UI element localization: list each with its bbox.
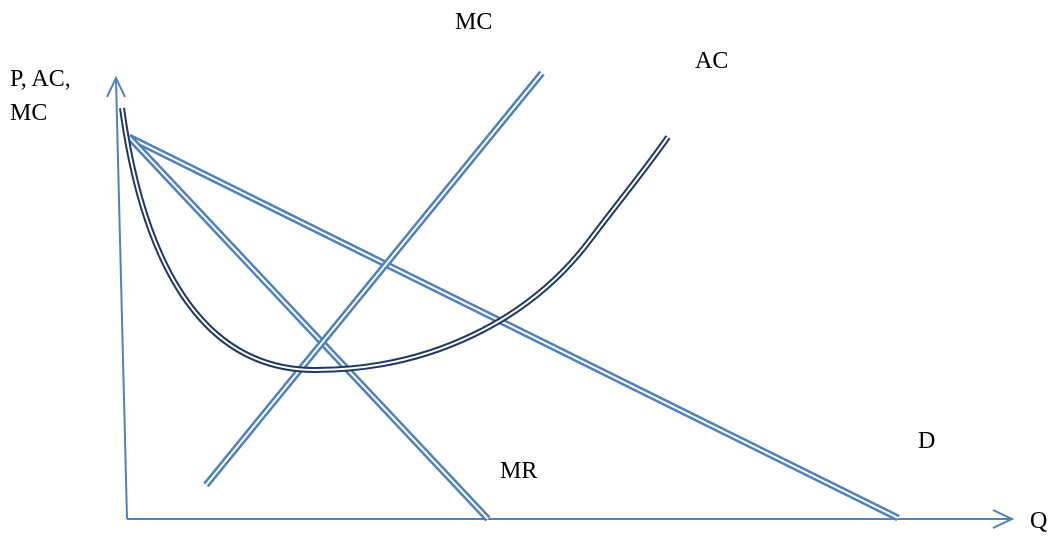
mc-label: MC [455,9,492,35]
y-axis-label-line-1: P, AC, [10,66,71,92]
x-axis-arrow-icon [992,509,1015,529]
axes [106,75,1015,529]
ac-label: AC [695,48,728,74]
mr-label: MR [500,458,537,484]
demand-label: D [918,428,935,454]
marginal-cost-curve [203,70,545,488]
average-cost-curve [119,107,671,374]
demand-curve [127,133,900,522]
y-axis-label-line-2: MC [10,100,47,126]
y-axis [115,79,128,520]
y-axis-arrow-icon [106,75,126,98]
labels: P, AC, MC Q MC AC D MR [10,9,1047,534]
x-axis-label: Q [1030,508,1047,534]
marginal-revenue-curve [126,134,491,522]
